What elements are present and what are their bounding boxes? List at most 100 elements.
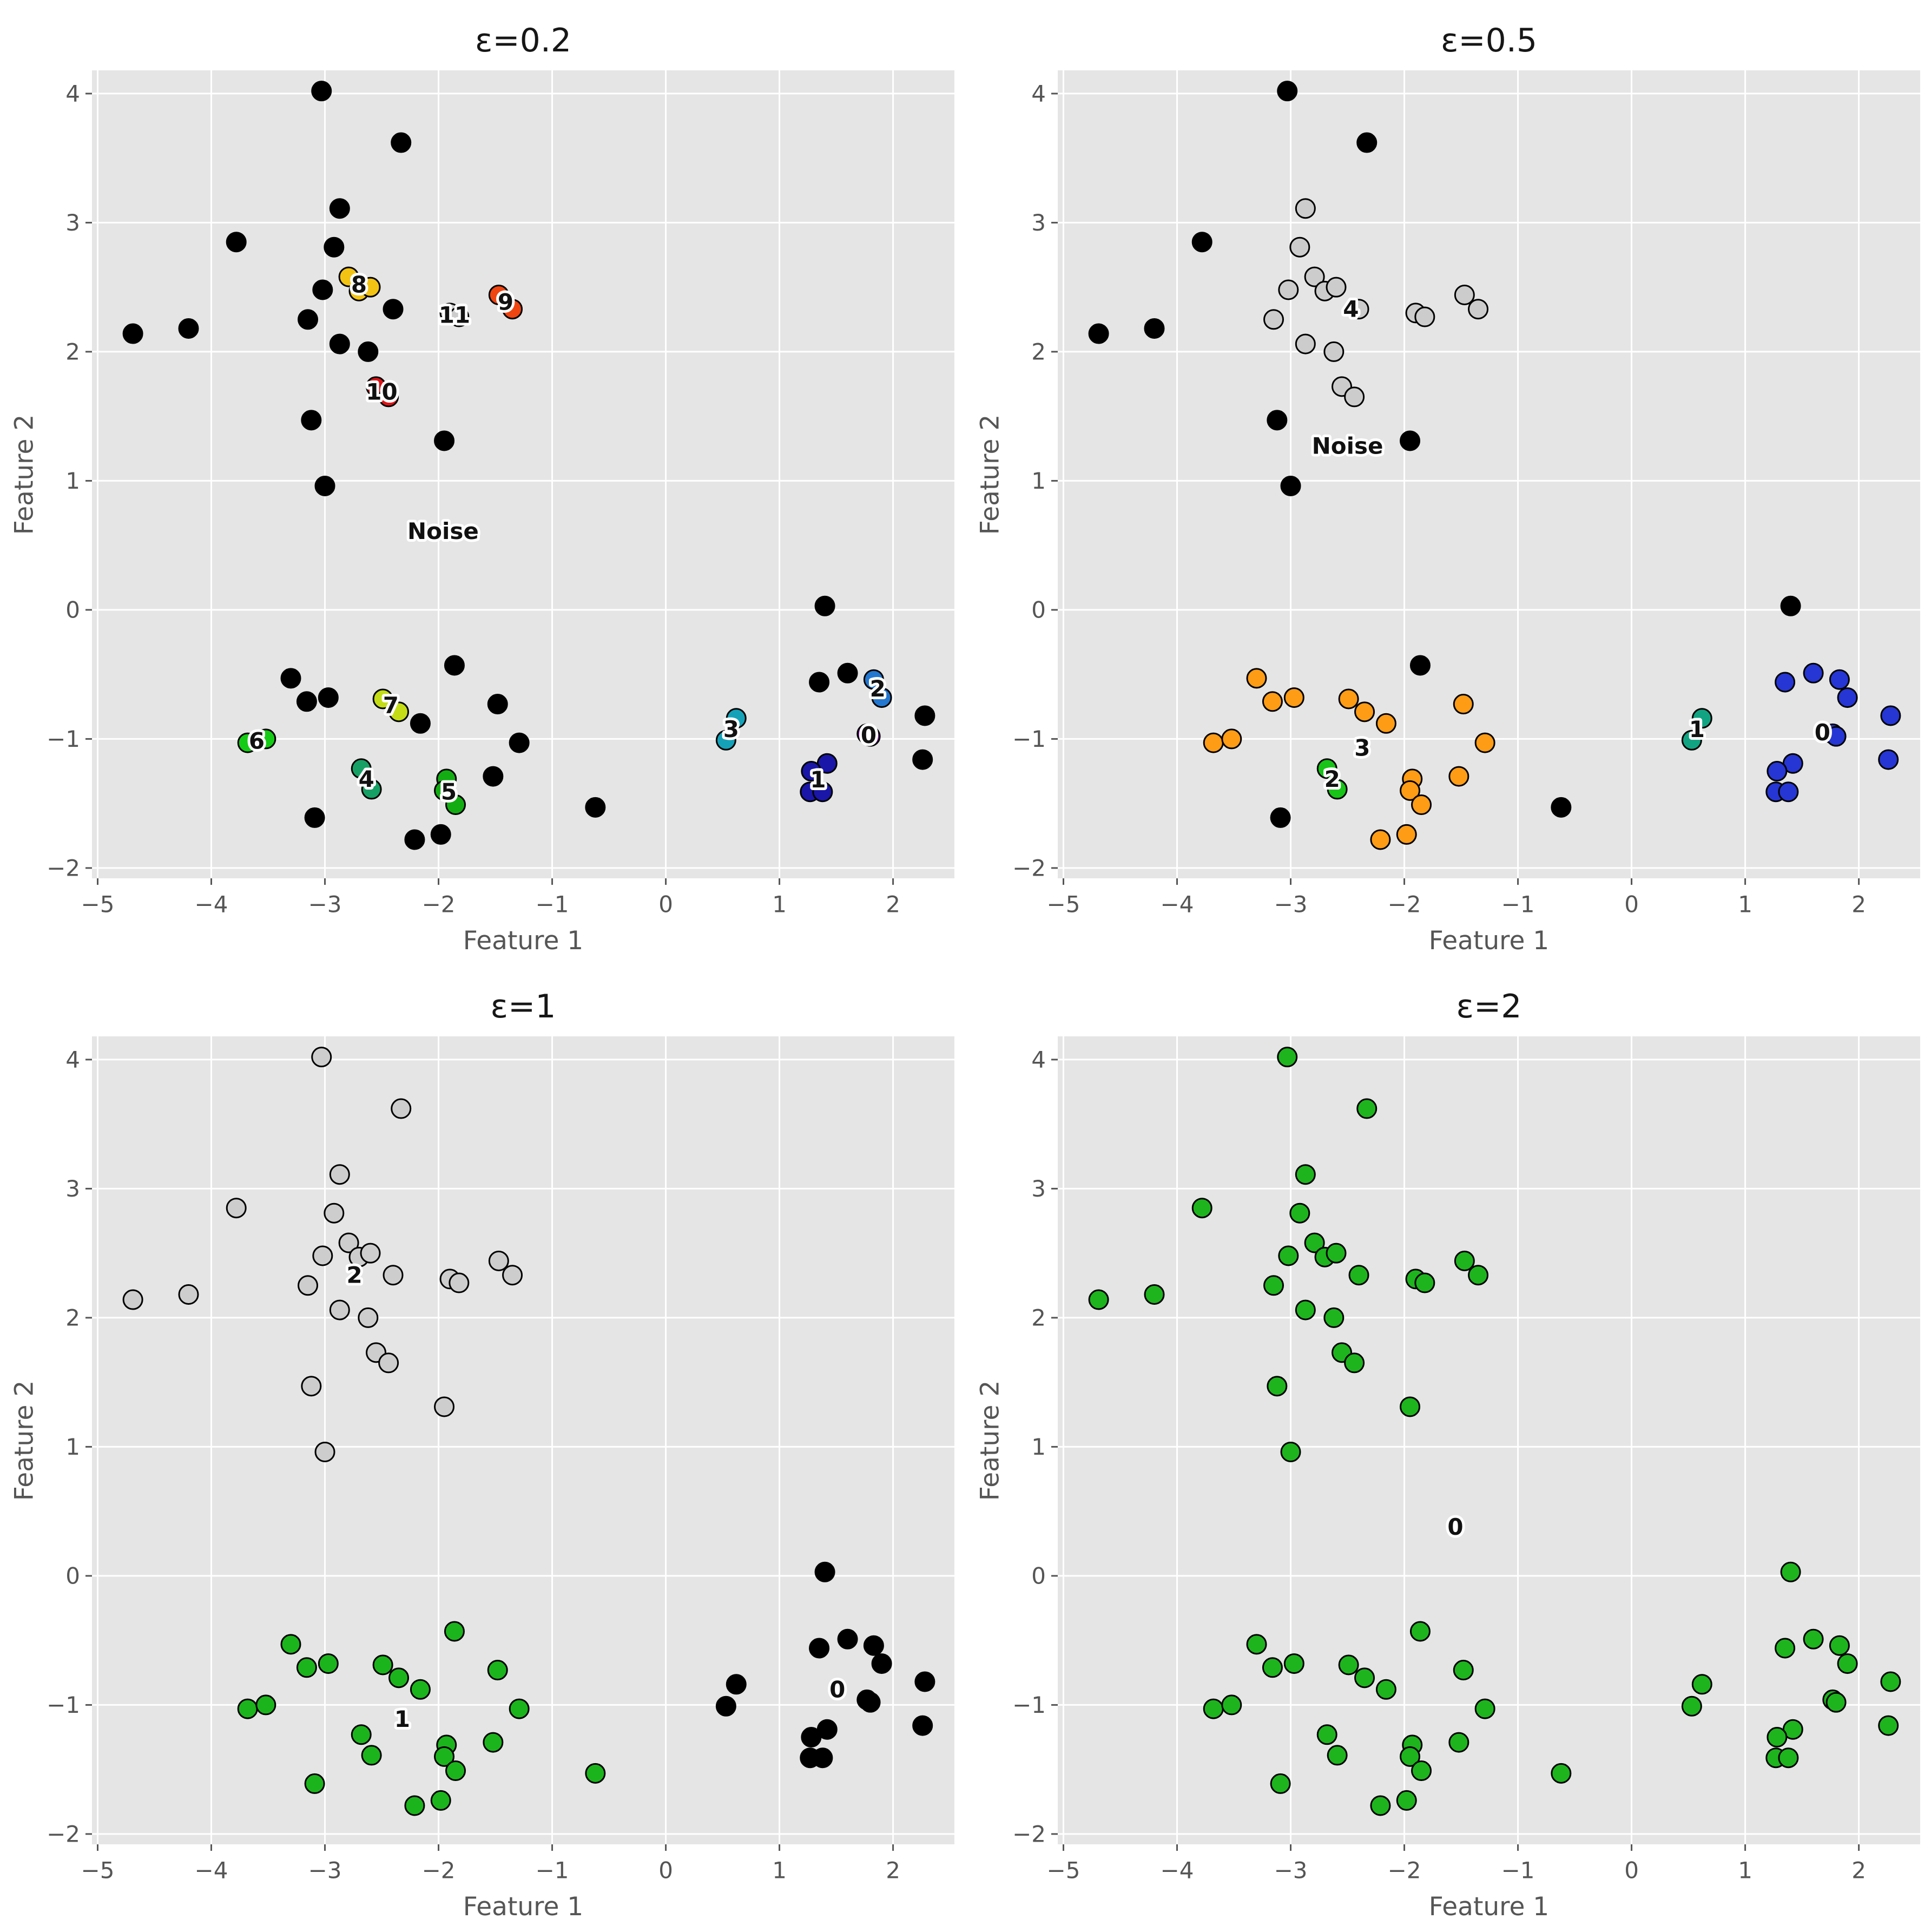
data-point-cluster-0	[1295, 1164, 1316, 1185]
data-point-cluster-2	[122, 1289, 143, 1310]
data-point-cluster-4	[1295, 333, 1316, 354]
y-tick-label: 2	[65, 338, 80, 365]
data-point-noise	[296, 691, 317, 712]
data-point-cluster-0	[1767, 761, 1788, 782]
data-point-cluster-4	[351, 758, 372, 779]
data-point-cluster-3	[1411, 794, 1432, 816]
y-tick-label: 1	[65, 468, 80, 494]
data-point-cluster-0	[809, 1638, 830, 1659]
data-point-cluster-3	[1474, 732, 1495, 753]
data-point-cluster-0	[1825, 726, 1847, 747]
data-point-noise	[178, 318, 199, 339]
y-tick-label: −2	[47, 1821, 80, 1847]
data-point-cluster-2	[329, 1164, 350, 1185]
data-point-cluster-2	[178, 1284, 199, 1305]
data-point-cluster-0	[1370, 1795, 1391, 1816]
y-tick-label: −1	[47, 726, 80, 752]
data-point-cluster-0	[1453, 1660, 1474, 1681]
data-point-cluster-2	[1327, 779, 1348, 800]
cluster-label: 5	[441, 779, 457, 805]
data-point-cluster-0	[1691, 1674, 1712, 1695]
cluster-label: 10	[366, 378, 397, 405]
data-point-cluster-3	[1370, 829, 1391, 850]
y-tick-label: −2	[1012, 1821, 1046, 1847]
data-point-cluster-10	[378, 386, 399, 408]
data-point-cluster-0	[1803, 662, 1824, 684]
data-point-cluster-0	[1880, 705, 1901, 726]
data-point-cluster-0	[1323, 1307, 1345, 1328]
data-point-cluster-0	[1263, 1275, 1284, 1296]
panel-title: ε=2	[1456, 988, 1522, 1026]
data-point-cluster-1	[410, 1679, 431, 1700]
data-point-cluster-0	[914, 1671, 935, 1692]
data-point-cluster-0	[837, 1628, 858, 1650]
data-point-cluster-2	[358, 1307, 379, 1328]
data-point-cluster-0	[1775, 672, 1796, 693]
data-point-cluster-0	[860, 1692, 881, 1713]
x-tick-label: −4	[195, 891, 228, 918]
y-tick-label: 3	[65, 1175, 80, 1202]
data-point-cluster-0	[1551, 1763, 1572, 1784]
y-tick-label: 0	[65, 596, 80, 623]
data-point-noise	[837, 662, 858, 684]
data-point-cluster-0	[863, 1635, 884, 1656]
data-point-cluster-2	[329, 1299, 350, 1320]
data-point-cluster-2	[1316, 758, 1337, 779]
x-tick-label: −5	[81, 1857, 115, 1884]
data-point-cluster-0	[1144, 1284, 1165, 1305]
x-tick-label: −2	[422, 891, 456, 918]
x-tick-label: 1	[1738, 1857, 1752, 1884]
y-tick-label: 1	[65, 1434, 80, 1460]
data-point-cluster-0	[1221, 1694, 1242, 1716]
data-point-cluster-4	[1304, 266, 1325, 287]
data-point-cluster-2	[314, 1441, 335, 1462]
data-point-cluster-2	[502, 1265, 523, 1286]
data-point-noise	[318, 687, 339, 708]
data-point-cluster-1	[372, 1654, 393, 1675]
data-point-noise	[298, 309, 319, 330]
data-point-noise	[1267, 410, 1288, 431]
data-point-cluster-1	[434, 1746, 455, 1767]
data-point-cluster-0	[801, 1727, 822, 1748]
x-tick-label: 0	[658, 1857, 673, 1884]
data-point-cluster-0	[1327, 1745, 1348, 1766]
data-point-cluster-1	[801, 761, 822, 782]
cluster-label: 0	[829, 1676, 845, 1703]
data-point-cluster-3	[1338, 688, 1359, 709]
data-point-cluster-2	[449, 1272, 470, 1293]
y-tick-label: 3	[65, 209, 80, 236]
data-point-cluster-0	[1280, 1441, 1301, 1462]
data-point-cluster-0	[814, 1561, 835, 1582]
cluster-label: 1	[810, 766, 826, 793]
data-point-cluster-3	[1448, 766, 1469, 787]
cluster-label: 7	[383, 692, 399, 719]
y-tick-label: 0	[1031, 1562, 1046, 1589]
data-point-cluster-0	[1411, 1760, 1432, 1782]
data-point-cluster-0	[860, 726, 881, 747]
x-tick-label: −1	[536, 1857, 569, 1884]
y-tick-label: 0	[1031, 596, 1046, 623]
data-point-cluster-1	[296, 1657, 317, 1678]
data-point-noise	[1144, 318, 1165, 339]
noise-label: Noise	[1312, 433, 1383, 459]
y-tick-label: 3	[1031, 1175, 1046, 1202]
data-point-cluster-1	[351, 1724, 372, 1745]
data-point-cluster-2	[871, 687, 892, 708]
data-point-cluster-1	[509, 1698, 530, 1719]
data-point-noise	[430, 824, 451, 845]
y-tick-label: 4	[65, 80, 80, 107]
x-tick-label: −1	[536, 891, 569, 918]
data-point-cluster-0	[1088, 1289, 1109, 1310]
x-axis-label: Feature 1	[1428, 926, 1550, 956]
data-point-noise	[1780, 595, 1801, 616]
data-point-noise	[809, 672, 830, 693]
data-point-cluster-0	[1829, 1635, 1850, 1656]
y-tick-label: −1	[47, 1692, 80, 1718]
data-point-noise	[912, 749, 933, 770]
data-point-cluster-0	[1270, 1773, 1291, 1794]
data-point-noise	[226, 232, 247, 253]
data-point-cluster-0	[871, 1653, 892, 1674]
x-tick-label: −1	[1501, 891, 1535, 918]
data-point-cluster-4	[1323, 341, 1345, 362]
